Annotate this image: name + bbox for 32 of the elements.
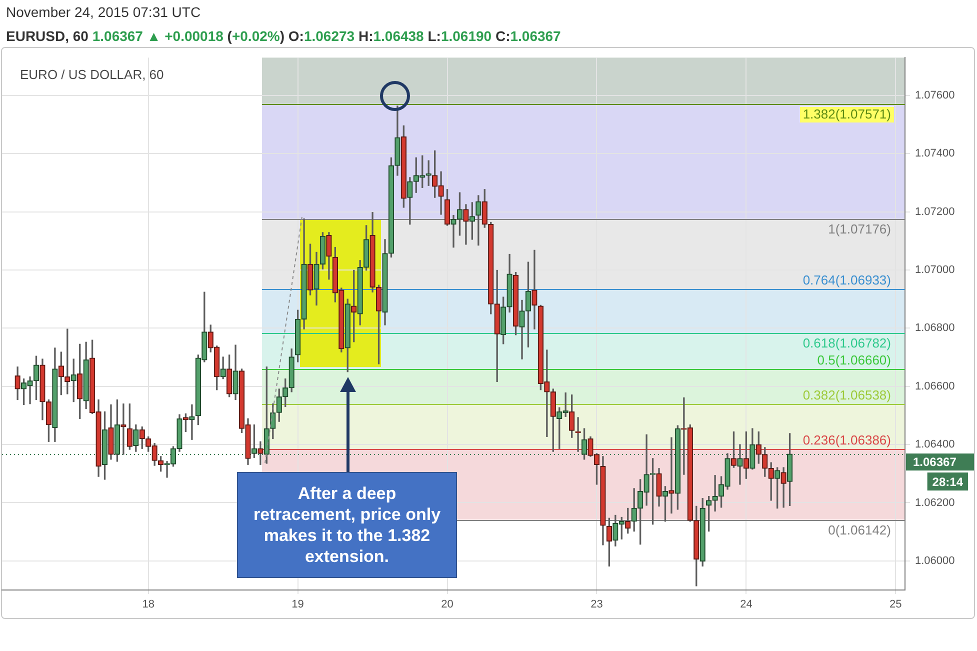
candlestick [532, 250, 538, 330]
ref-line-label: 0.236(1.06386) [802, 432, 891, 448]
y-tick-label: 1.06200 [915, 496, 955, 509]
candlestick [737, 444, 743, 485]
ref-line-label: 0(1.06142) [828, 522, 891, 538]
y-tick-label: 1.07400 [915, 148, 955, 160]
y-tick-label: 1.06600 [915, 380, 955, 392]
candlestick [668, 437, 674, 514]
ref-line-label: 1.06367 [913, 454, 957, 469]
y-tick-label: 1.06000 [915, 554, 955, 567]
ref-line-label: 0.5(1.06660) [817, 352, 891, 368]
y-tick-label: 1.06800 [915, 322, 955, 334]
annotation: After a deep retracement, price only makes it to the 1.382 extension. [237, 472, 457, 578]
x-tick-label: 18 [142, 598, 154, 611]
text: November 24, 2015 07:31 UTC [6, 4, 201, 20]
text: 28:14 [932, 474, 964, 489]
ref-line-label: 0.382(1.06538) [802, 388, 891, 403]
x-tick-label: 25 [890, 598, 902, 611]
ref-line-label: 1(1.07176) [828, 222, 891, 237]
ref-line-label: 0.764(1.06933) [802, 272, 891, 288]
y-tick-label: 1.07200 [915, 206, 955, 218]
ref-line-label: 0.618(1.06782) [802, 336, 891, 351]
x-tick-label: 23 [590, 598, 603, 611]
y-tick-label: 1.06400 [915, 438, 955, 451]
candlestick [258, 441, 264, 465]
x-tick-label: 24 [740, 598, 752, 611]
text: EURUSD, 60 1.06367 ▲ +0.00018 (+0.02%) O:1.06273 H:1.06438 L:1.06190 C:1.06367 [6, 28, 561, 44]
x-tick-label: 19 [292, 598, 304, 611]
y-tick-label: 1.07600 [915, 89, 955, 102]
y-tick-label: 1.07000 [915, 264, 955, 276]
x-tick-label: 20 [441, 598, 454, 611]
text: EURO / US DOLLAR, 60 [20, 67, 164, 82]
